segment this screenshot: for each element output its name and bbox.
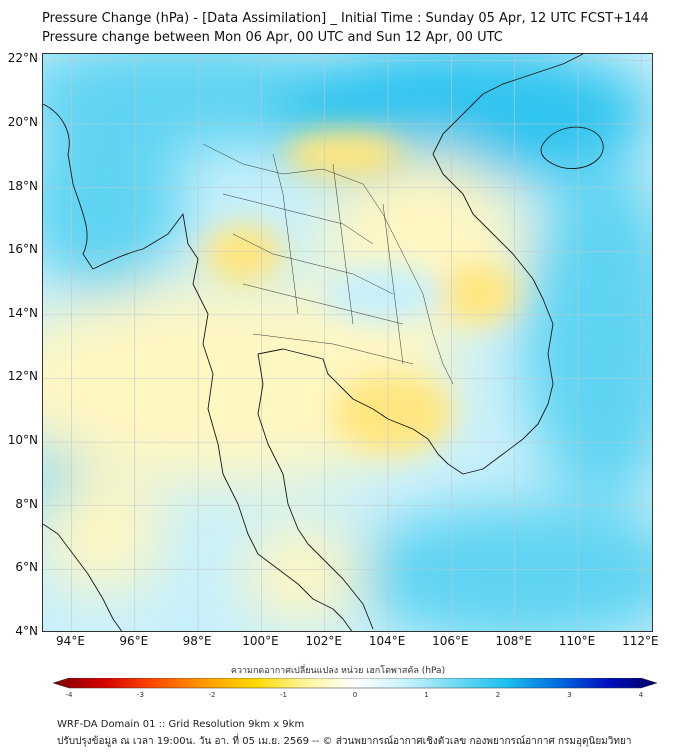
border-segment (202, 143, 454, 385)
lat-label: 6°N (15, 560, 38, 575)
map-canvas (43, 54, 652, 631)
lon-label: 112°E (622, 634, 659, 648)
lat-label: 16°N (7, 242, 38, 257)
gridlines (43, 54, 652, 631)
lat-label: 18°N (7, 178, 38, 193)
lat-label: 4°N (15, 624, 38, 638)
border-segment (232, 233, 394, 295)
field-core-shading (203, 129, 518, 454)
lon-label: 104°E (368, 634, 406, 648)
footer-model-info: WRF-DA Domain 01 :: Grid Resolution 9km … (57, 719, 305, 730)
colorbar-tick-label: -3 (137, 691, 144, 699)
lon-label: 106°E (432, 634, 469, 648)
sumatra-coast (43, 523, 123, 631)
border-segment (382, 203, 404, 365)
negative-core-east (438, 264, 518, 324)
colorbar-tick-label: 4 (638, 691, 644, 699)
colorbar-title: ความกดอากาศเปลี่ยนแปลง หน่วย เฮกโตพาสคัล… (230, 666, 446, 676)
negative-core-laos (283, 129, 403, 179)
footer-update-info: ปรับปรุงข้อมูล ณ เวลา 19:00น. วัน อา. ที… (57, 736, 632, 747)
positive-core-inland (323, 264, 443, 324)
hainan-island (540, 126, 604, 170)
colorbar-tick-label: -4 (65, 691, 73, 699)
colorbar: -4 -3 -2 -1 0 1 2 3 4 (52, 677, 673, 717)
colorbar-tick-label: 2 (495, 691, 501, 699)
negative-core-cambodia (333, 374, 453, 454)
pressure-change-map (42, 53, 653, 632)
map-subtitle: Pressure change between Mon 06 Apr, 00 U… (42, 30, 503, 45)
lon-label: 94°E (56, 634, 85, 648)
map-title: Pressure Change (hPa) - [Data Assimilati… (42, 11, 649, 26)
lat-label: 14°N (7, 305, 38, 320)
province-borders (202, 143, 454, 385)
colorbar-bar (52, 677, 658, 689)
lon-label: 100°E (242, 634, 279, 648)
peninsula-east-coast (257, 353, 374, 630)
lat-label: 12°N (7, 369, 38, 384)
colorbar-tick-label: 0 (352, 691, 358, 699)
vietnam-coastline (432, 54, 584, 475)
gulf-coast (257, 348, 449, 465)
lat-label: 8°N (15, 496, 38, 511)
colorbar-tick-label: -1 (280, 691, 287, 699)
border-segment (332, 163, 354, 325)
colorbar-tick-label: 1 (424, 691, 429, 699)
negative-area-southwest (43, 474, 163, 594)
negative-core-north (203, 224, 283, 284)
colorbar-tick-label: 3 (567, 691, 572, 699)
coastlines (43, 54, 604, 631)
lat-label: 10°N (7, 433, 38, 448)
lat-label: 22°N (7, 51, 38, 66)
lon-label: 98°E (182, 634, 212, 648)
lon-label: 96°E (119, 634, 149, 648)
positive-area-south (353, 504, 652, 631)
lon-label: 110°E (558, 634, 596, 648)
positive-area-west (43, 114, 183, 294)
colorbar-gradient (52, 677, 658, 689)
field-shading (43, 54, 652, 631)
border-segment (222, 193, 374, 245)
lon-label: 108°E (495, 634, 532, 648)
lon-label: 102°E (305, 634, 343, 648)
colorbar-tick-label: -2 (208, 691, 216, 699)
border-segment (252, 333, 414, 365)
lat-label: 20°N (7, 114, 38, 129)
border-segment (272, 153, 299, 315)
mainland-coastline (43, 103, 353, 631)
border-segment (242, 283, 404, 325)
negative-area-gulf (243, 524, 363, 624)
positive-area-east (523, 164, 652, 504)
